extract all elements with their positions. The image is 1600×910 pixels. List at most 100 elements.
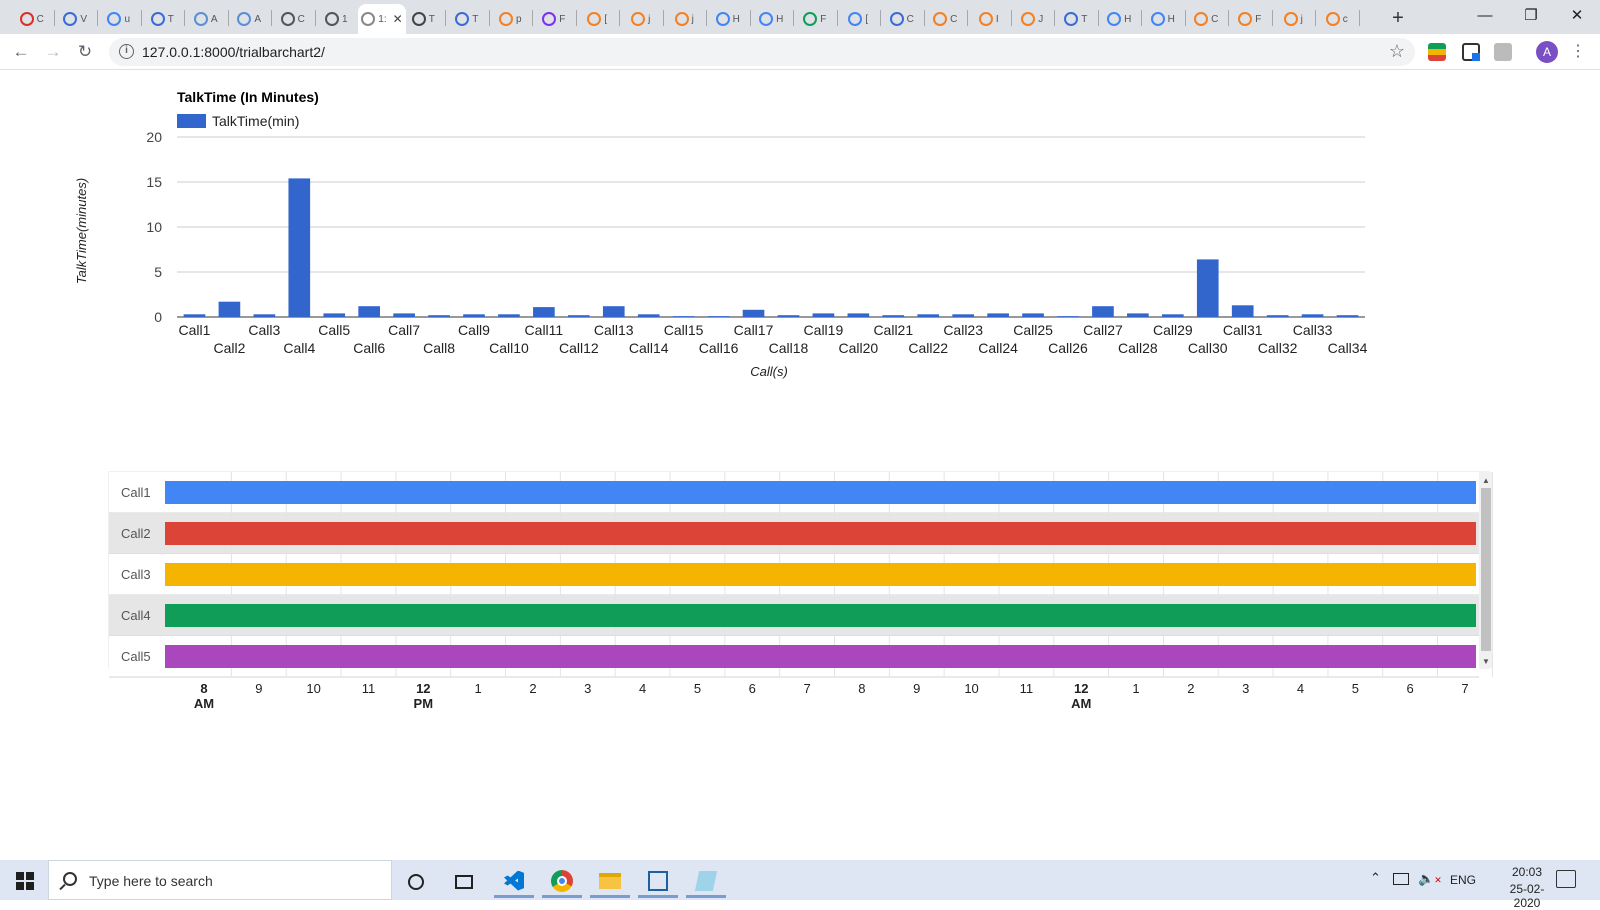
- bookmark-star-icon[interactable]: ☆: [1388, 41, 1405, 61]
- timeline-bar[interactable]: [165, 645, 1476, 668]
- scroll-down-arrow-icon[interactable]: ▼: [1482, 657, 1490, 666]
- browser-tab[interactable]: H: [706, 4, 750, 34]
- browser-tab[interactable]: F: [793, 4, 837, 34]
- bar[interactable]: [428, 315, 450, 317]
- timeline-scrollbar-thumb[interactable]: [1481, 488, 1491, 651]
- language-indicator[interactable]: ENG: [1450, 873, 1477, 887]
- app-bracket-icon[interactable]: [638, 866, 678, 898]
- browser-tab[interactable]: 1: ✕: [358, 4, 406, 34]
- windows-start-icon[interactable]: [16, 872, 34, 890]
- bar[interactable]: [952, 314, 975, 317]
- bar[interactable]: [218, 301, 241, 317]
- browser-tab[interactable]: j: [1272, 4, 1316, 34]
- browser-tab[interactable]: j: [619, 4, 663, 34]
- bar[interactable]: [1196, 259, 1219, 317]
- browser-tab[interactable]: J: [1011, 4, 1055, 34]
- browser-tab[interactable]: [: [576, 4, 620, 34]
- bar[interactable]: [1057, 316, 1079, 318]
- kebab-menu-icon[interactable]: ⋮: [1570, 43, 1586, 60]
- vscode-icon[interactable]: [494, 866, 534, 898]
- browser-tab[interactable]: p: [489, 4, 533, 34]
- new-tab-button[interactable]: +: [1392, 7, 1404, 29]
- clock-date[interactable]: 25-02-2020: [1509, 882, 1545, 910]
- browser-tab[interactable]: H: [750, 4, 794, 34]
- browser-tab[interactable]: C: [1185, 4, 1229, 34]
- browser-tab[interactable]: T: [1054, 4, 1098, 34]
- browser-tab[interactable]: H: [1141, 4, 1185, 34]
- browser-tab[interactable]: [: [837, 4, 881, 34]
- bar[interactable]: [917, 314, 940, 317]
- bar[interactable]: [183, 314, 206, 317]
- browser-tab[interactable]: C: [880, 4, 924, 34]
- bar[interactable]: [498, 314, 520, 317]
- browser-tab[interactable]: C: [924, 4, 968, 34]
- bar[interactable]: [358, 306, 381, 317]
- browser-tab[interactable]: F: [1228, 4, 1272, 34]
- browser-tab[interactable]: A: [184, 4, 228, 34]
- timeline-bar[interactable]: [165, 481, 1476, 504]
- bar[interactable]: [602, 306, 625, 317]
- file-explorer-icon[interactable]: [590, 866, 630, 898]
- restore-button[interactable]: ❐: [1524, 7, 1538, 24]
- bar[interactable]: [987, 313, 1009, 317]
- browser-tab[interactable]: c: [1315, 4, 1359, 34]
- bar[interactable]: [637, 314, 660, 317]
- bar[interactable]: [1336, 315, 1359, 317]
- bar[interactable]: [463, 314, 485, 317]
- browser-tab[interactable]: C: [10, 4, 54, 34]
- bar[interactable]: [533, 307, 555, 317]
- address-bar[interactable]: i 127.0.0.1:8000/trialbarchart2/ ☆: [109, 38, 1415, 66]
- bar[interactable]: [707, 316, 730, 318]
- speaker-muted-icon[interactable]: 🔈✕: [1418, 871, 1442, 886]
- profile-avatar[interactable]: A: [1536, 41, 1558, 63]
- bar[interactable]: [1092, 306, 1114, 317]
- bar[interactable]: [567, 315, 590, 317]
- back-arrow-icon[interactable]: ←: [12, 42, 30, 61]
- bar[interactable]: [742, 309, 765, 317]
- browser-tab[interactable]: C: [271, 4, 315, 34]
- bar[interactable]: [847, 313, 870, 317]
- browser-tab[interactable]: 1: [315, 4, 359, 34]
- browser-tab[interactable]: I: [967, 4, 1011, 34]
- info-icon[interactable]: i: [119, 44, 134, 59]
- bar[interactable]: [1127, 313, 1149, 317]
- chrome-icon[interactable]: [542, 866, 582, 898]
- reload-icon[interactable]: ↻: [77, 42, 93, 61]
- extension-icon[interactable]: [1428, 43, 1446, 61]
- browser-tab[interactable]: A: [228, 4, 272, 34]
- puzzle-extension-icon[interactable]: [1494, 43, 1512, 61]
- bar[interactable]: [882, 315, 905, 317]
- bar[interactable]: [812, 313, 835, 317]
- notification-icon[interactable]: [1556, 870, 1576, 888]
- bar[interactable]: [777, 315, 800, 317]
- bar[interactable]: [323, 313, 346, 317]
- forward-arrow-icon[interactable]: →: [44, 42, 62, 61]
- browser-tab[interactable]: T: [445, 4, 489, 34]
- notepad-icon[interactable]: [686, 866, 726, 898]
- browser-tab[interactable]: j: [663, 4, 707, 34]
- bar[interactable]: [1266, 315, 1289, 317]
- timeline-bar[interactable]: [165, 522, 1476, 545]
- close-tab-icon[interactable]: ✕: [392, 12, 403, 26]
- bar[interactable]: [1231, 305, 1254, 317]
- bar[interactable]: [393, 313, 415, 317]
- edit-extension-icon[interactable]: [1462, 43, 1480, 61]
- url-text[interactable]: 127.0.0.1:8000/trialbarchart2/: [142, 44, 325, 60]
- bar[interactable]: [253, 314, 276, 317]
- browser-tab[interactable]: H: [1098, 4, 1142, 34]
- bar[interactable]: [1161, 314, 1184, 317]
- bar[interactable]: [1301, 314, 1324, 317]
- browser-tab[interactable]: V: [54, 4, 98, 34]
- cortana-icon[interactable]: [396, 866, 436, 898]
- task-view-icon[interactable]: [444, 866, 484, 898]
- browser-tab[interactable]: u: [97, 4, 141, 34]
- bar[interactable]: [672, 316, 695, 318]
- minimize-button[interactable]: —: [1477, 7, 1493, 24]
- clock-time[interactable]: 20:03: [1511, 865, 1543, 879]
- tray-chevron-up-icon[interactable]: ⌃: [1370, 870, 1381, 885]
- timeline-bar[interactable]: [165, 604, 1476, 627]
- browser-tab[interactable]: T: [402, 4, 446, 34]
- browser-tab[interactable]: F: [532, 4, 576, 34]
- browser-tab[interactable]: T: [141, 4, 185, 34]
- bar[interactable]: [1022, 313, 1044, 317]
